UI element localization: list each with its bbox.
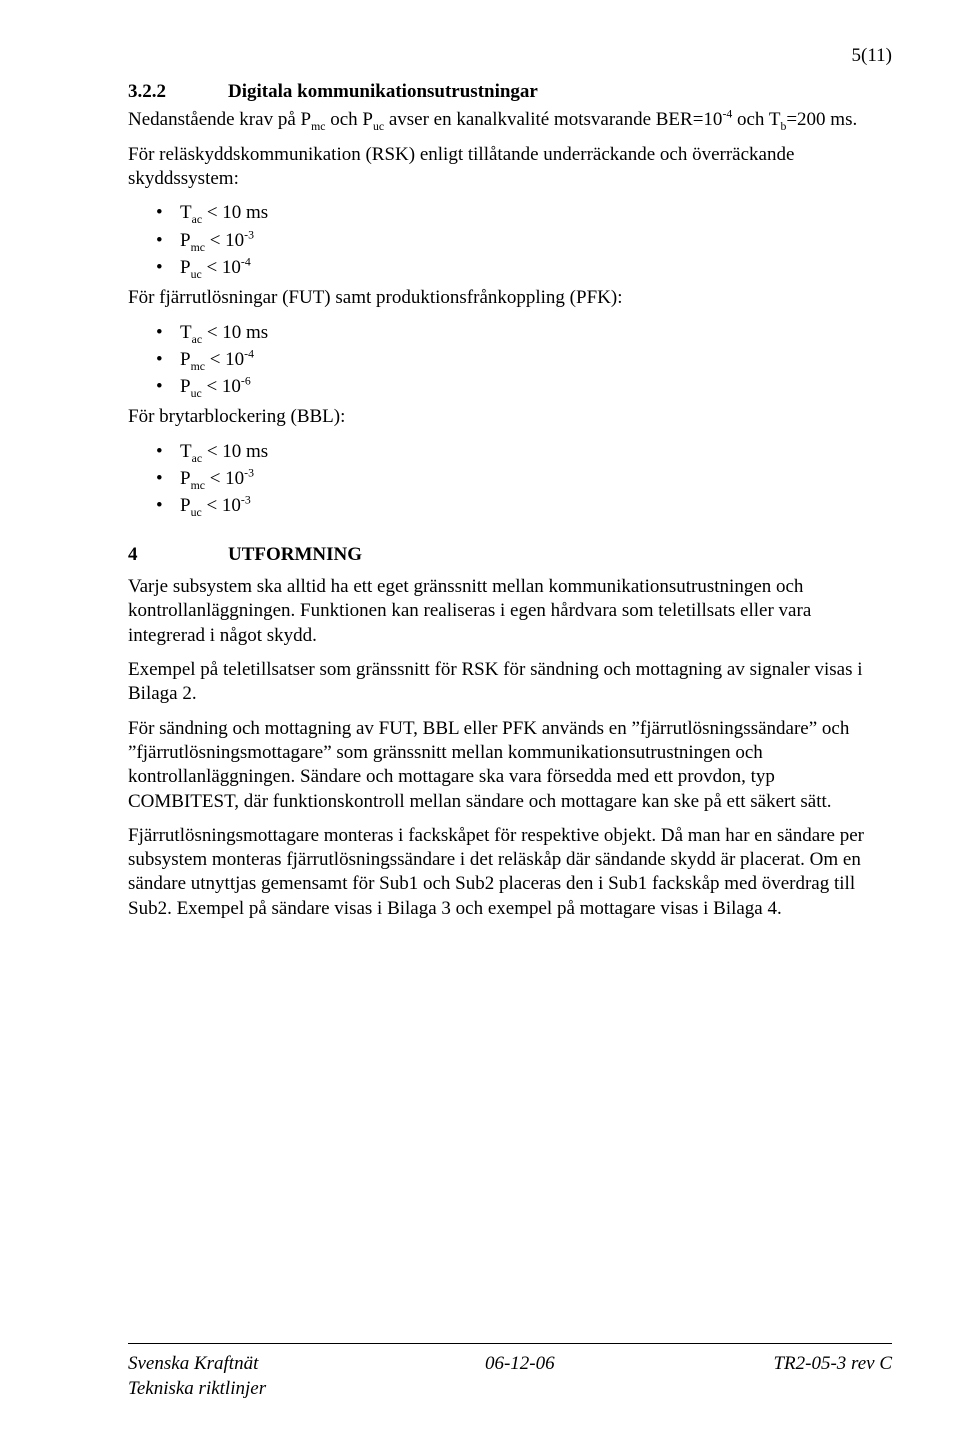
section-title: UTFORMNING	[228, 543, 362, 567]
list-item: Puc < 10-3	[128, 494, 864, 518]
section-number: 3.2.2	[128, 80, 228, 104]
footer-subtitle: Tekniska riktlinjer	[128, 1377, 266, 1401]
paragraph-fut-pfk: För fjärrutlösningar (FUT) samt produkti…	[128, 286, 864, 310]
list-item: Pmc < 10-3	[128, 229, 864, 253]
paragraph: För sändning och mottagning av FUT, BBL …	[128, 717, 864, 814]
paragraph-intro: Nedanstående krav på Pmc och Puc avser e…	[128, 108, 864, 132]
paragraph-bbl: För brytarblockering (BBL):	[128, 405, 864, 429]
paragraph-rsk: För reläskyddskommunikation (RSK) enligt…	[128, 143, 864, 192]
page: 5(11) 3.2.2 Digitala kommunikationsutrus…	[0, 0, 960, 1451]
paragraph: Exempel på teletillsatser som gränssnitt…	[128, 658, 864, 707]
page-number: 5(11)	[852, 44, 892, 68]
section-number: 4	[128, 543, 228, 567]
list-item: Puc < 10-4	[128, 256, 864, 280]
list-item: Puc < 10-6	[128, 375, 864, 399]
list-item: Tac < 10 ms	[128, 201, 864, 225]
section-3-2-2-heading: 3.2.2 Digitala kommunikationsutrustninga…	[128, 80, 864, 104]
footer-date: 06-12-06	[485, 1352, 555, 1401]
list-fut-pfk: Tac < 10 ms Pmc < 10-4 Puc < 10-6	[128, 321, 864, 400]
footer-left: Svenska Kraftnät Tekniska riktlinjer	[128, 1352, 266, 1401]
list-rsk: Tac < 10 ms Pmc < 10-3 Puc < 10-4	[128, 201, 864, 280]
list-item: Tac < 10 ms	[128, 321, 864, 345]
list-item: Tac < 10 ms	[128, 440, 864, 464]
footer-row: Svenska Kraftnät Tekniska riktlinjer 06-…	[128, 1352, 892, 1401]
footer-doc-id: TR2-05-3 rev C	[773, 1352, 892, 1401]
footer-org: Svenska Kraftnät	[128, 1352, 266, 1376]
list-bbl: Tac < 10 ms Pmc < 10-3 Puc < 10-3	[128, 440, 864, 519]
list-item: Pmc < 10-3	[128, 467, 864, 491]
paragraph: Fjärrutlösningsmottagare monteras i fack…	[128, 824, 864, 921]
section-title: Digitala kommunikationsutrustningar	[228, 80, 538, 104]
page-footer: Svenska Kraftnät Tekniska riktlinjer 06-…	[0, 1343, 960, 1401]
paragraph: Varje subsystem ska alltid ha ett eget g…	[128, 575, 864, 648]
section-4-heading: 4 UTFORMNING	[128, 543, 864, 567]
footer-divider	[128, 1343, 892, 1344]
list-item: Pmc < 10-4	[128, 348, 864, 372]
